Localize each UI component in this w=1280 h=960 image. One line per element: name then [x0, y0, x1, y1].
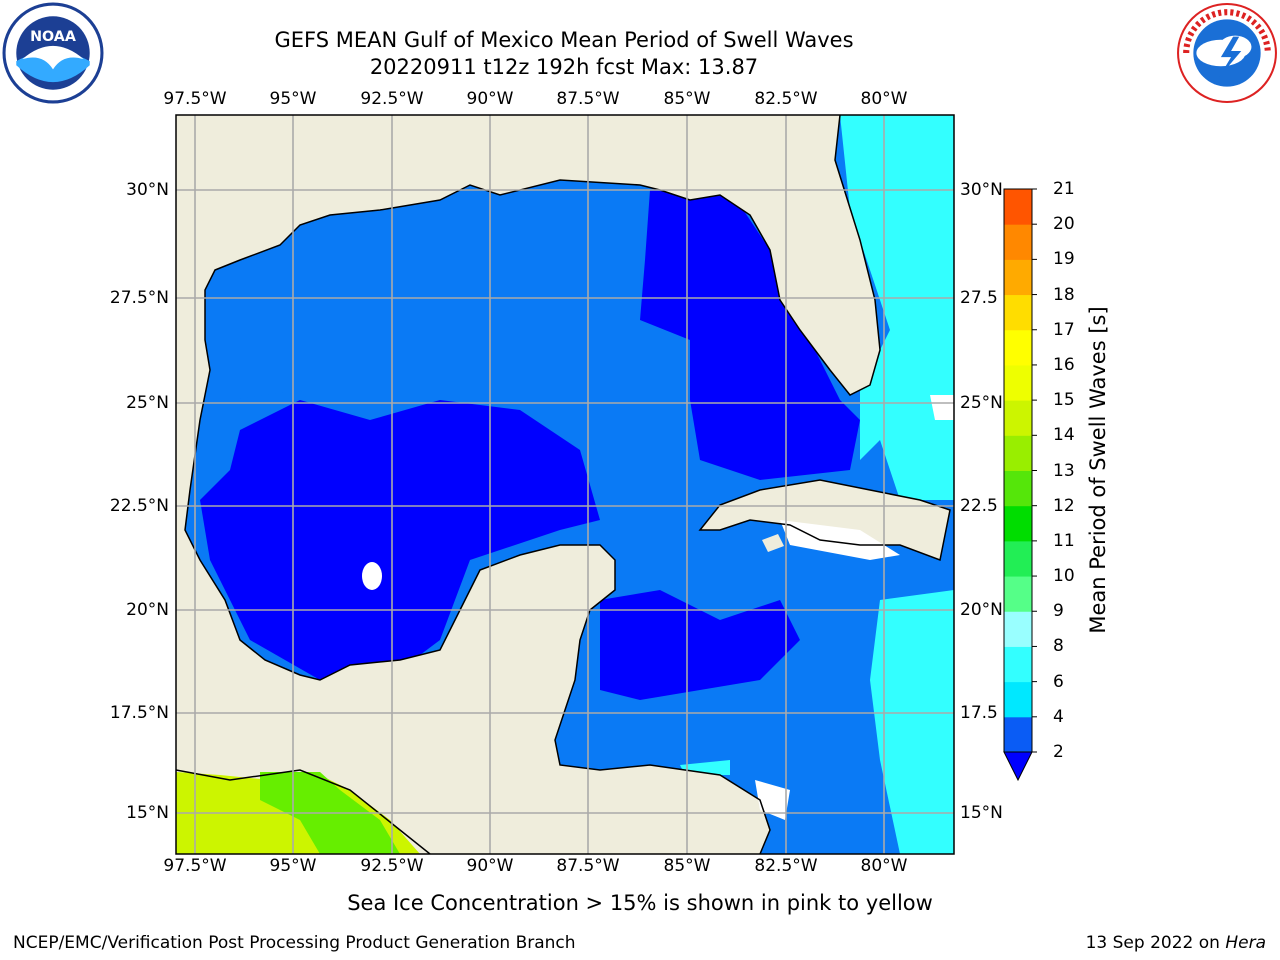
lon-tick-bottom: 92.5°W [360, 856, 424, 876]
colorbar-segment [1004, 576, 1032, 612]
colorbar-label: 19 [1053, 249, 1075, 270]
lat-tick-right: 22.5 [960, 496, 998, 516]
credit-line: NCEP/EMC/Verification Post Processing Pr… [13, 933, 576, 953]
map-title: GEFS MEAN Gulf of Mexico Mean Period of … [274, 28, 854, 52]
lat-tick-left: 27.5°N [109, 288, 169, 308]
sea-ice-note: Sea Ice Concentration > 15% is shown in … [347, 891, 933, 915]
lat-tick-left: 17.5°N [109, 703, 169, 723]
colorbar-label: 12 [1053, 495, 1075, 516]
colorbar-segment [1004, 435, 1032, 471]
colorbar-segment [1004, 189, 1032, 225]
land-north-america [176, 115, 880, 854]
colorbar-label: 6 [1053, 671, 1064, 692]
svg-text:NOAA: NOAA [30, 29, 76, 45]
lon-tick-bottom: 97.5°W [163, 856, 227, 876]
colorbar-label: 10 [1053, 566, 1075, 587]
colorbar-label: 2 [1053, 742, 1064, 762]
colorbar-label: 21 [1053, 179, 1075, 199]
colorbar-label: 14 [1053, 425, 1075, 446]
colorbar-segment [1004, 224, 1032, 260]
colorbar-label: 8 [1053, 636, 1064, 657]
lat-lon-grid [176, 115, 954, 854]
lat-tick-left: 22.5°N [109, 496, 169, 516]
noaa-logo: NOAA [2, 2, 104, 104]
lon-tick-bottom: 85°W [663, 856, 711, 876]
colorbar-label: 9 [1053, 601, 1064, 622]
colorbar-title: Mean Period of Swell Waves [s] [1086, 306, 1110, 634]
colorbar-segment [1004, 329, 1032, 366]
lon-tick-bottom: 90°W [466, 856, 514, 876]
masked-bahamas [930, 395, 954, 420]
colorbar-label: 20 [1053, 214, 1075, 235]
map-frame [175, 114, 955, 855]
lat-tick-right: 27.5 [960, 288, 998, 308]
map-subtitle: 20220911 t12z 192h fcst Max: 13.87 [369, 55, 759, 79]
date-text: 13 Sep 2022 on [1085, 933, 1220, 953]
colorbar-segment [1004, 540, 1032, 577]
lon-tick-top: 97.5°W [163, 89, 227, 109]
machine-name: Hera [1225, 933, 1266, 953]
colorbar-segment [1004, 646, 1032, 683]
map-plot-area [176, 115, 954, 854]
lat-tick-left: 30°N [126, 180, 169, 200]
swell-period-2-4-caribbean [560, 560, 954, 854]
lon-tick-top: 80°W [860, 89, 908, 109]
date-line: 13 Sep 2022 on Hera [1086, 933, 1266, 953]
lon-tick-bottom: 87.5°W [556, 856, 620, 876]
colorbar [1003, 188, 1037, 782]
lat-tick-left: 15°N [126, 803, 169, 823]
colorbar-segment [1004, 294, 1032, 331]
colorbar-segment [1004, 681, 1032, 718]
lat-tick-right: 25°N [960, 393, 1003, 413]
lon-tick-top: 90°W [466, 89, 514, 109]
colorbar-label: 16 [1053, 354, 1075, 375]
colorbar-segment [1004, 505, 1032, 542]
masked-east-coast [780, 520, 900, 560]
colorbar-segment [1004, 400, 1032, 436]
coastline-pacific [176, 769, 431, 854]
colorbar-label: 11 [1053, 530, 1075, 551]
lat-tick-right: 17.5 [960, 703, 998, 723]
land-cuba [700, 480, 950, 560]
colorbar-label: 17 [1053, 319, 1075, 340]
nws-logo [1177, 3, 1277, 103]
colorbar-segment [1004, 470, 1032, 507]
lon-tick-top: 95°W [269, 89, 317, 109]
swell-period-2-4-region [200, 185, 700, 520]
lon-tick-top: 85°W [663, 89, 711, 109]
colorbar-segment [1004, 364, 1032, 401]
lat-tick-right: 15°N [960, 803, 1003, 823]
lat-tick-left: 20°N [126, 600, 169, 620]
masked-cell-gulf [362, 562, 382, 590]
lon-tick-bottom: 80°W [860, 856, 908, 876]
lon-tick-bottom: 95°W [269, 856, 317, 876]
swell-period-under-2-east [640, 190, 860, 480]
lon-tick-top: 92.5°W [360, 89, 424, 109]
swell-period-under-2-caribbean [600, 590, 800, 700]
colorbar-segment [1004, 611, 1032, 647]
colorbar-segment [1004, 259, 1032, 296]
lon-tick-bottom: 82.5°W [754, 856, 818, 876]
colorbar-segment [1004, 716, 1032, 753]
lat-tick-right: 30°N [960, 180, 1003, 200]
coastline-cuba [698, 479, 951, 562]
lat-tick-left: 25°N [126, 393, 169, 413]
swell-period-4-6-caribbean [870, 590, 954, 854]
colorbar-label: 4 [1053, 706, 1064, 727]
colorbar-under-extension [1003, 751, 1033, 782]
colorbar-label: 18 [1053, 284, 1075, 305]
lon-tick-top: 82.5°W [754, 89, 818, 109]
lon-tick-top: 87.5°W [556, 89, 620, 109]
lat-tick-right: 20°N [960, 600, 1003, 620]
colorbar-label: 15 [1053, 390, 1075, 411]
colorbar-label: 13 [1053, 460, 1075, 481]
land-isle-of-youth [762, 534, 784, 552]
